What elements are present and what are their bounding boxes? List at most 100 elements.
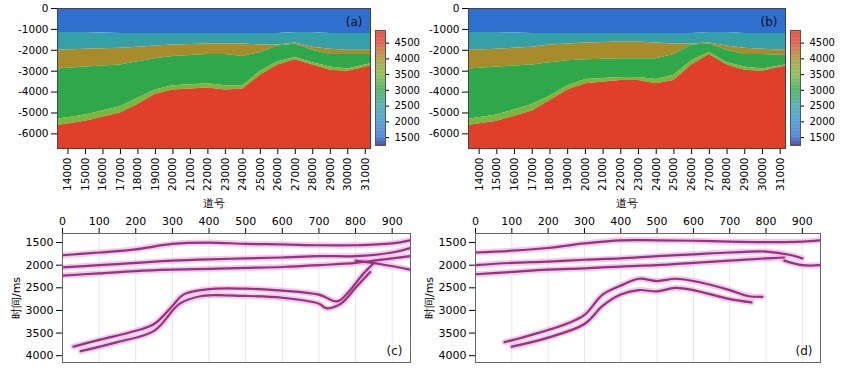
svg-text:-5000: -5000: [429, 106, 460, 118]
svg-text:500: 500: [235, 215, 256, 228]
svg-text:17000: 17000: [526, 158, 538, 191]
svg-text:15000: 15000: [79, 158, 91, 191]
svg-text:100: 100: [89, 215, 110, 228]
svg-text:100: 100: [501, 215, 522, 228]
svg-text:2500: 2500: [810, 100, 835, 111]
svg-text:300: 300: [574, 215, 595, 228]
svg-text:0: 0: [42, 2, 49, 14]
svg-text:29000: 29000: [738, 158, 750, 191]
svg-text:30000: 30000: [341, 158, 353, 191]
svg-text:22000: 22000: [201, 158, 213, 191]
svg-text:28000: 28000: [306, 158, 318, 191]
svg-text:3000: 3000: [810, 85, 835, 96]
svg-text:500: 500: [647, 215, 668, 228]
svg-text:20000: 20000: [579, 158, 591, 191]
svg-text:19000: 19000: [149, 158, 161, 191]
svg-text:-4000: -4000: [18, 85, 49, 97]
svg-text:25000: 25000: [254, 158, 266, 191]
svg-text:道号: 道号: [203, 197, 225, 209]
svg-text:4000: 4000: [810, 53, 835, 64]
svg-text:900: 900: [792, 215, 813, 228]
svg-text:1500: 1500: [439, 236, 467, 249]
svg-text:31000: 31000: [359, 158, 371, 191]
svg-text:27000: 27000: [703, 158, 715, 191]
svg-text:-1000: -1000: [429, 23, 460, 35]
svg-text:-5000: -5000: [18, 106, 49, 118]
svg-text:15000: 15000: [490, 158, 502, 191]
svg-text:700: 700: [719, 215, 740, 228]
svg-text:16000: 16000: [508, 158, 520, 191]
svg-text:18000: 18000: [543, 158, 555, 191]
svg-text:4000: 4000: [395, 53, 420, 64]
svg-text:时间/ms: 时间/ms: [423, 277, 436, 319]
svg-text:-3000: -3000: [429, 65, 460, 77]
svg-text:4500: 4500: [395, 37, 420, 48]
svg-text:24000: 24000: [650, 158, 662, 191]
svg-text:800: 800: [756, 215, 777, 228]
svg-text:600: 600: [683, 215, 704, 228]
svg-text:31000: 31000: [774, 158, 786, 191]
svg-text:26000: 26000: [271, 158, 283, 191]
svg-text:(b): (b): [761, 15, 778, 29]
svg-text:2000: 2000: [810, 116, 835, 127]
svg-text:0: 0: [453, 2, 460, 14]
svg-text:(d): (d): [796, 344, 813, 358]
svg-text:2500: 2500: [439, 281, 467, 294]
svg-text:22000: 22000: [614, 158, 626, 191]
svg-text:28000: 28000: [720, 158, 732, 191]
svg-text:21000: 21000: [596, 158, 608, 191]
svg-text:600: 600: [272, 215, 293, 228]
svg-text:700: 700: [308, 215, 329, 228]
svg-text:29000: 29000: [324, 158, 336, 191]
svg-text:0: 0: [59, 215, 66, 228]
svg-text:3500: 3500: [810, 69, 835, 80]
svg-text:-6000: -6000: [429, 127, 460, 139]
svg-text:1500: 1500: [810, 132, 835, 143]
svg-text:3000: 3000: [395, 85, 420, 96]
svg-text:-6000: -6000: [18, 127, 49, 139]
svg-text:400: 400: [199, 215, 220, 228]
svg-text:3000: 3000: [439, 304, 467, 317]
svg-text:900: 900: [382, 215, 403, 228]
svg-text:16000: 16000: [96, 158, 108, 191]
svg-text:-4000: -4000: [429, 85, 460, 97]
svg-text:2000: 2000: [26, 259, 54, 272]
svg-text:21000: 21000: [184, 158, 196, 191]
svg-text:25000: 25000: [667, 158, 679, 191]
svg-text:0: 0: [472, 215, 479, 228]
svg-text:200: 200: [125, 215, 146, 228]
svg-text:-2000: -2000: [18, 44, 49, 56]
svg-text:30000: 30000: [756, 158, 768, 191]
svg-text:4000: 4000: [439, 349, 467, 362]
svg-text:1500: 1500: [26, 236, 54, 249]
svg-text:2500: 2500: [395, 100, 420, 111]
svg-text:时间/ms: 时间/ms: [10, 277, 23, 319]
svg-text:400: 400: [610, 215, 631, 228]
svg-text:道号: 道号: [616, 197, 638, 209]
svg-text:3000: 3000: [26, 304, 54, 317]
svg-text:2000: 2000: [395, 116, 420, 127]
svg-text:14000: 14000: [472, 158, 484, 191]
svg-text:2000: 2000: [439, 259, 467, 272]
svg-text:-2000: -2000: [429, 44, 460, 56]
svg-text:14000: 14000: [61, 158, 73, 191]
svg-text:(a): (a): [346, 15, 363, 29]
svg-text:26000: 26000: [685, 158, 697, 191]
svg-text:23000: 23000: [632, 158, 644, 191]
svg-text:4500: 4500: [810, 37, 835, 48]
svg-text:24000: 24000: [236, 158, 248, 191]
svg-text:23000: 23000: [219, 158, 231, 191]
svg-text:18000: 18000: [131, 158, 143, 191]
svg-text:-3000: -3000: [18, 65, 49, 77]
svg-text:-1000: -1000: [18, 23, 49, 35]
svg-text:3500: 3500: [395, 69, 420, 80]
svg-text:200: 200: [538, 215, 559, 228]
svg-text:19000: 19000: [561, 158, 573, 191]
svg-text:27000: 27000: [289, 158, 301, 191]
svg-text:2500: 2500: [26, 281, 54, 294]
svg-text:17000: 17000: [114, 158, 126, 191]
svg-text:800: 800: [345, 215, 366, 228]
svg-text:3500: 3500: [439, 327, 467, 340]
svg-text:4000: 4000: [26, 349, 54, 362]
svg-text:20000: 20000: [166, 158, 178, 191]
